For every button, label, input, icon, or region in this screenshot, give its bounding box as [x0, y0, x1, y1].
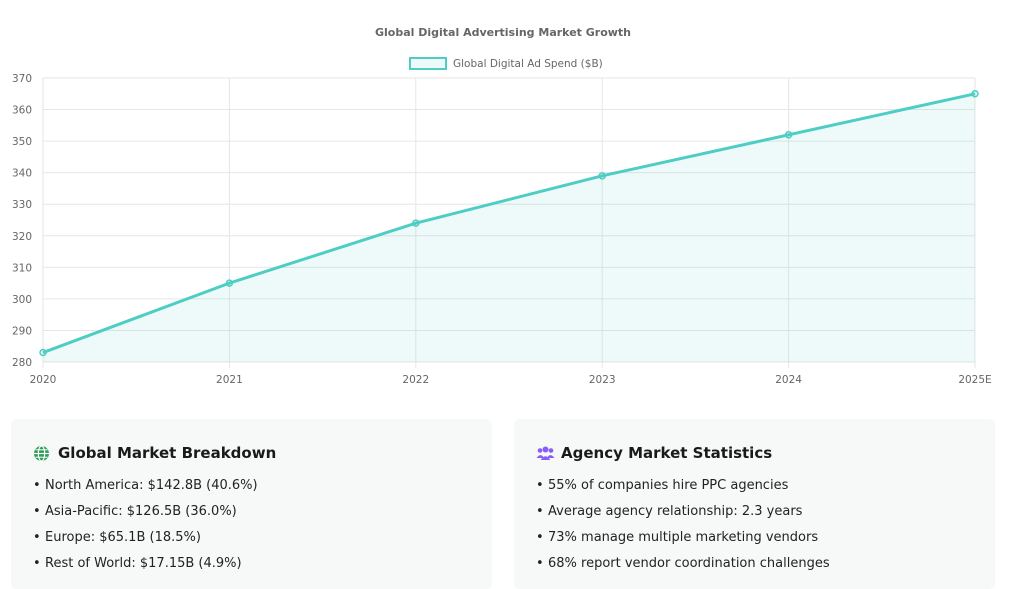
chart-container: Global Digital Advertising Market Growth… [12, 26, 992, 386]
x-tick-label: 2021 [216, 374, 243, 386]
x-tick-label: 2020 [30, 374, 57, 386]
list-item-text: Europe: $65.1B (18.5%) [45, 530, 201, 545]
x-tick-label: 2025E [958, 374, 991, 386]
agency-stats-title: Agency Market Statistics [561, 444, 773, 462]
line-chart: Global Digital Advertising Market Growth… [12, 26, 992, 386]
agency-stats-heading: Agency Market Statistics [536, 441, 973, 465]
y-tick-label: 340 [12, 168, 32, 180]
y-tick-label: 310 [12, 262, 32, 274]
list-item: • 68% report vendor coordination challeng… [536, 556, 830, 571]
list-item: • Europe: $65.1B (18.5%) [33, 530, 201, 545]
list-item: • Rest of World: $17.15B (4.9%) [33, 556, 242, 571]
y-tick-label: 300 [12, 294, 32, 306]
globe-icon [33, 444, 50, 462]
y-tick-label: 320 [12, 231, 32, 243]
list-item: • 73% manage multiple marketing vendors [536, 530, 819, 545]
market-breakdown-heading: Global Market Breakdown [33, 441, 470, 465]
list-item-text: Asia-Pacific: $126.5B (36.0%) [45, 504, 237, 519]
data-point [39, 348, 47, 357]
y-tick-label: 350 [12, 136, 32, 148]
users-icon [536, 445, 555, 462]
list-item: • 55% of companies hire PPC agencies [536, 478, 789, 493]
y-tick-label: 370 [12, 73, 32, 85]
y-tick-label: 330 [12, 199, 32, 211]
agency-stats-list: • 55% of companies hire PPC agencies • Ave… [536, 473, 973, 577]
list-item-text: North America: $142.8B (40.6%) [45, 478, 258, 493]
chart-title: Global Digital Advertising Market Growth [375, 26, 631, 39]
market-breakdown-card: Global Market Breakdown • North America: … [11, 419, 492, 589]
list-item-text: 55% of companies hire PPC agencies [548, 478, 789, 493]
agency-stats-card: Agency Market Statistics • 55% of compani… [514, 419, 995, 589]
data-point [225, 279, 234, 287]
list-item-text: 68% report vendor coordination challenge… [548, 556, 830, 571]
series-line [42, 92, 976, 354]
list-item-text: Average agency relationship: 2.3 years [548, 504, 803, 519]
y-tick-label: 360 [12, 105, 32, 117]
x-tick-label: 2022 [402, 374, 429, 386]
list-item: • Average agency relationship: 2.3 years [536, 504, 803, 519]
legend-swatch [409, 57, 447, 70]
data-point [971, 90, 979, 98]
data-point [784, 131, 793, 139]
series-area [43, 93, 975, 363]
y-tick-label: 290 [12, 325, 32, 337]
y-tick-label: 280 [12, 357, 32, 369]
legend-label: Global Digital Ad Spend ($B) [453, 58, 603, 70]
data-point [598, 172, 606, 180]
market-breakdown-list: • North America: $142.8B (40.6%) • Asia-Pa… [33, 473, 470, 577]
list-item-text: Rest of World: $17.15B (4.9%) [45, 556, 242, 571]
data-point [412, 219, 420, 227]
x-tick-label: 2023 [589, 374, 616, 386]
list-item: • North America: $142.8B (40.6%) [33, 478, 258, 493]
market-breakdown-title: Global Market Breakdown [58, 444, 277, 462]
x-tick-label: 2024 [775, 374, 802, 386]
list-item: • Asia-Pacific: $126.5B (36.0%) [33, 504, 237, 519]
list-item-text: 73% manage multiple marketing vendors [548, 530, 819, 545]
